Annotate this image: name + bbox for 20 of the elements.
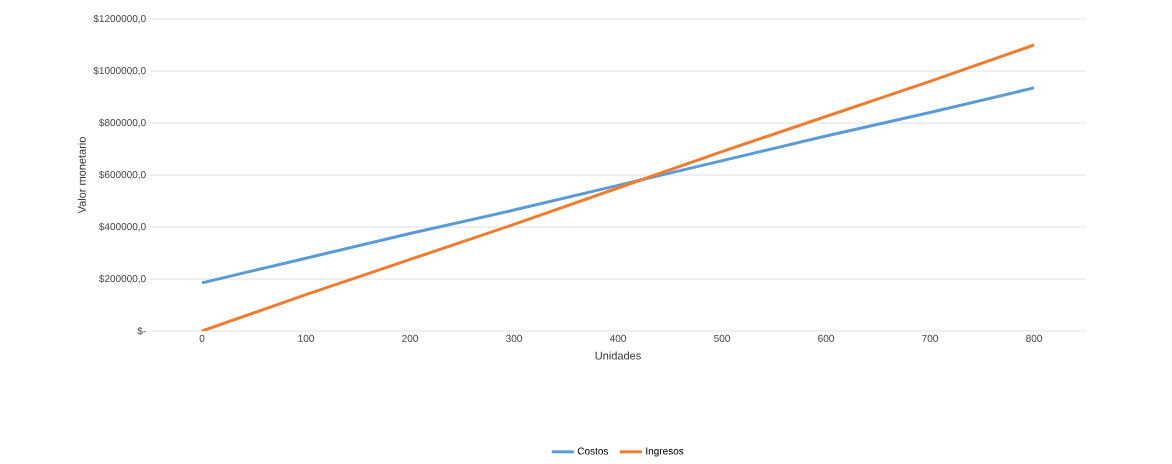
legend-label: Costos xyxy=(577,447,609,455)
y-tick-label: $- xyxy=(137,326,146,336)
y-tick-label: $200000,0 xyxy=(98,274,146,284)
y-tick-label: $1200000,0 xyxy=(93,14,146,24)
x-axis-title: Unidades xyxy=(595,351,641,360)
y-tick-label: $800000,0 xyxy=(98,118,146,128)
x-tick-label: 700 xyxy=(922,334,938,342)
y-tick-label: $600000,0 xyxy=(98,170,146,180)
x-tick-label: 600 xyxy=(818,334,834,342)
y-axis-title: Valor monetario xyxy=(77,137,86,214)
x-tick-label: 500 xyxy=(714,334,730,342)
x-tick-label: 0 xyxy=(199,334,205,342)
x-tick-label: 400 xyxy=(609,334,626,342)
x-tick-label: 200 xyxy=(402,334,418,342)
x-tick-label: 800 xyxy=(1026,334,1042,342)
x-tick-label: 300 xyxy=(506,334,522,342)
y-tick-label: $400000,0 xyxy=(98,222,146,232)
x-tick-label: 100 xyxy=(298,334,314,342)
y-tick-label: $1000000,0 xyxy=(93,66,146,76)
legend-label: Ingresos xyxy=(646,447,684,457)
